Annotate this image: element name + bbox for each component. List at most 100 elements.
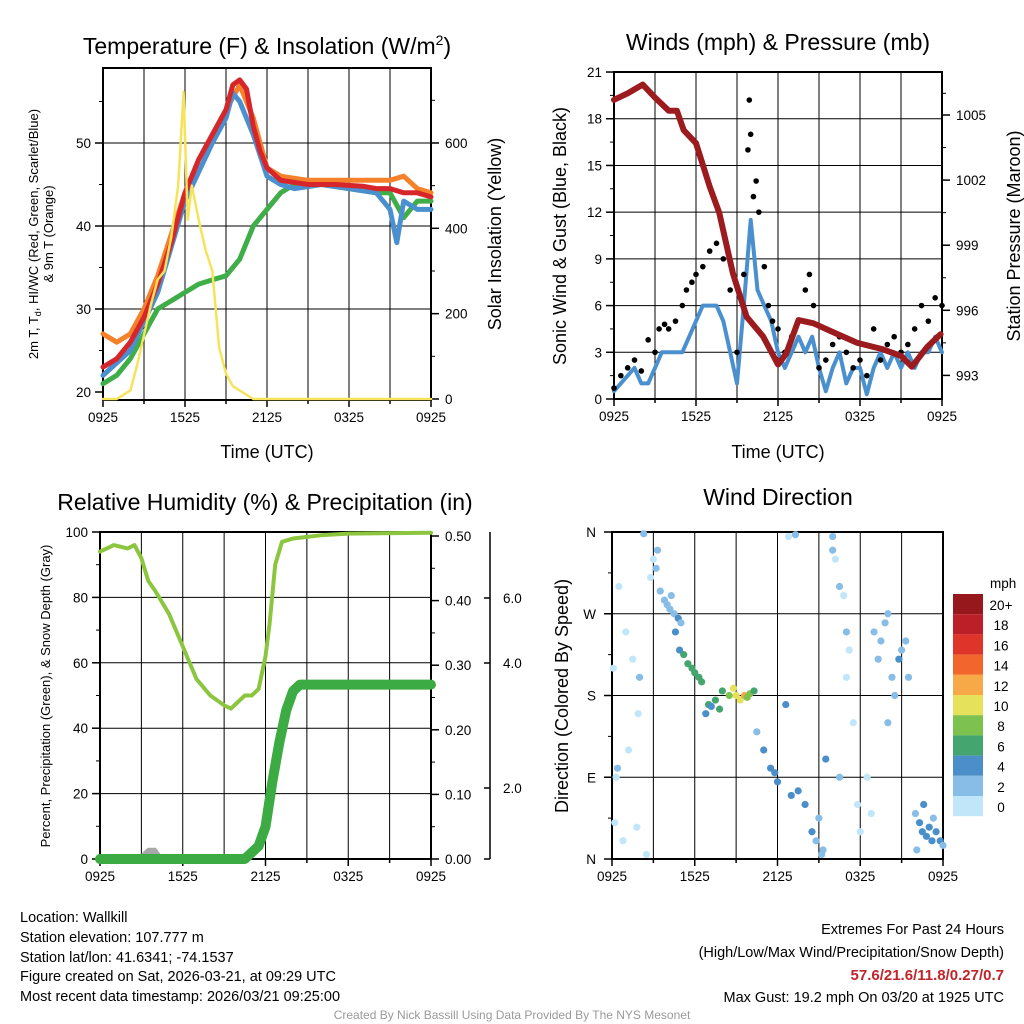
x-tick-label: 1525 [681,409,711,424]
wind-direction-point [856,828,864,836]
gust-point [631,357,638,363]
wind-direction-point [736,696,744,704]
wind-direction-point [718,687,726,695]
wind-direction-point [884,719,892,727]
gust-point [829,341,836,348]
y-tick-label: 0 [80,852,88,867]
gust-point [661,321,668,328]
series-solar-insolation [101,90,433,401]
y-right-tick-label: 200 [445,307,468,322]
gust-point [645,337,651,343]
y-right-tick-label: 996 [956,303,979,318]
wind-direction-point [877,637,885,645]
wind-direction-point [684,660,692,668]
gust-point [857,357,863,363]
x-tick-label: 0325 [845,409,875,424]
wind-direction-point [920,800,928,809]
wind-direction-point [840,591,848,600]
y-tick-label: 60 [73,656,88,671]
wind-direction-point [891,691,899,700]
created-text: Figure created on Sat, 2026-03-21, at 09… [20,969,336,985]
wind-direction-point [819,846,827,854]
legend-swatch [953,735,983,756]
wind-direction-point [835,582,844,591]
wind-direction-point [794,787,802,795]
wind-direction-point [615,582,623,591]
gust-point [765,302,772,309]
legend-swatch [953,775,983,796]
wind-direction-point [635,673,644,681]
wind-direction-point [784,532,793,541]
gust-point [683,287,690,293]
y-right-tick-label: 999 [956,238,979,253]
panel-3: 0925 1525 2125 0325 0925 0 20 40 60 80 100 0.00 0.10… [65,525,521,884]
insolation-ylabel: Solar Insolation (Yellow) [485,138,505,330]
wind-direction-point [831,555,840,563]
gust-point [689,279,695,286]
wind-direction-point [829,532,837,541]
y-tick-label: 20 [73,787,88,802]
wind-direction-point [624,746,633,754]
wind-direction-point [642,850,651,859]
wind-direction-point [677,619,685,627]
x-tick-label: 0925 [416,410,446,425]
wind-direction-point [845,646,853,654]
panel-4: 0925 1525 2125 0325 0925NESWN20+181614121086… [583,525,1012,884]
wind-direction-point [902,637,910,645]
direction-tick-label: N [586,852,596,867]
gust-point [870,326,877,332]
series-dewpoint [100,182,434,387]
y-right-tick-label: 400 [445,221,468,236]
wind-direction-point [782,700,790,709]
gust-point [769,318,776,324]
wind-direction-point [667,591,675,600]
y-right-tick-label: 0.00 [445,852,471,867]
wind-direction-point [812,837,820,845]
y-tick-label: 40 [76,219,91,234]
wind-direction-point [874,655,882,663]
wind-direction-point [707,702,715,711]
x-tick-label: 0925 [88,410,118,425]
gust-point [745,147,751,153]
direction-tick-label: S [587,689,596,704]
gust-point [618,372,624,379]
elevation-text: Station elevation: 107.777 m [20,930,204,946]
gust-point [693,271,699,278]
gust-point [624,365,631,371]
wind-direction-point [729,684,737,692]
winds-ylabel: Sonic Wind & Gust (Blue, Black) [550,107,570,365]
y-right-tick-label: 0.30 [445,658,471,673]
gust-point [753,178,759,184]
wind-direction-point [609,664,617,672]
wind-direction-point [835,773,844,781]
wind-direction-point [767,764,775,772]
wind-direction-point [849,719,857,727]
wind-direction-point [649,555,657,563]
series-9m-t [100,82,434,345]
wind-direction-point [675,646,684,654]
gust-point [939,302,945,309]
legend-label: 16 [993,638,1008,653]
wind-direction-point [870,628,878,636]
wind-direction-point [760,746,768,754]
snow-depth-tick-label: 4.0 [503,656,522,671]
recent-data-text: Most recent data timestamp: 2026/03/21 0… [20,989,340,1005]
series-sonic-wind [612,217,944,397]
x-tick-label: 0325 [845,869,875,884]
legend-label: 10 [993,699,1008,714]
legend-swatch [953,614,983,635]
gust-point [864,372,870,379]
x-tick-label: 2125 [762,869,792,884]
panel-2: 0925 1525 2125 0325 0925 0 3 6 9 12 15 18 21 993 996 99… [587,65,986,424]
wind-direction-point [612,773,620,781]
legend-label: 0 [997,800,1005,815]
x-tick-label: 0925 [928,869,958,884]
x-tick-label: 1525 [680,869,710,884]
wind-direction-point [808,828,816,836]
winds-xlabel: Time (UTC) [731,442,824,462]
legend-label: 2 [997,780,1005,795]
y-tick-label: 40 [73,721,88,736]
wind-direction-point [750,687,758,695]
wind-direction-point [881,619,889,627]
